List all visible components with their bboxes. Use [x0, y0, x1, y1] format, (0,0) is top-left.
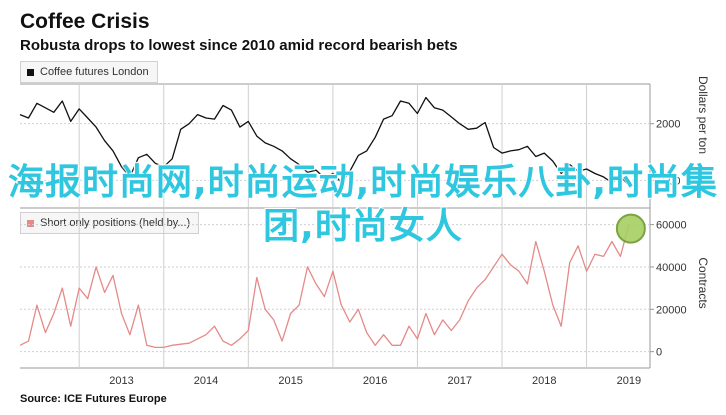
y-tick-label-positions-60000: 60000	[656, 220, 687, 232]
series-line-positions	[19, 224, 630, 349]
x-tick-label-2019: 2019	[617, 375, 641, 387]
y-tick-label-price-1500: 1500	[656, 175, 680, 187]
x-tick-label-2018: 2018	[532, 375, 556, 387]
chart-subtitle: Robusta drops to lowest since 2010 amid …	[20, 37, 458, 54]
legend-positions: Short only positions (held by...)	[20, 212, 200, 234]
source-note: Source: ICE Futures Europe	[20, 393, 167, 405]
chart-title: Coffee Crisis	[20, 10, 150, 33]
legend-positions-label: Short only positions (held by...)	[40, 217, 191, 229]
legend-price: Coffee futures London	[20, 61, 158, 83]
y-tick-label-positions-40000: 40000	[656, 262, 687, 274]
y-tick-label-price-2000: 2000	[656, 119, 680, 131]
y-tick-label-positions-20000: 20000	[656, 304, 687, 316]
y-axis-title-price: Dollars per ton	[696, 75, 710, 155]
legend-price-swatch	[27, 68, 34, 76]
latest-value-marker	[615, 213, 646, 244]
overlay-watermark-text: 海报时尚网,时尚运动,时尚娱乐八卦,时尚集团,时尚女人	[7, 162, 719, 247]
x-tick-label-2017: 2017	[447, 375, 471, 387]
x-tick-label-2016: 2016	[363, 375, 387, 387]
legend-price-label: Coffee futures London	[40, 66, 149, 78]
y-tick-label-positions-0: 0	[656, 347, 662, 359]
x-tick-label-2013: 2013	[109, 375, 133, 387]
x-tick-label-2015: 2015	[278, 375, 302, 387]
x-tick-label-2014: 2014	[194, 375, 218, 387]
legend-positions-swatch	[27, 219, 34, 227]
y-axis-title-positions: Contracts	[696, 257, 710, 309]
series-line-price	[19, 96, 630, 186]
